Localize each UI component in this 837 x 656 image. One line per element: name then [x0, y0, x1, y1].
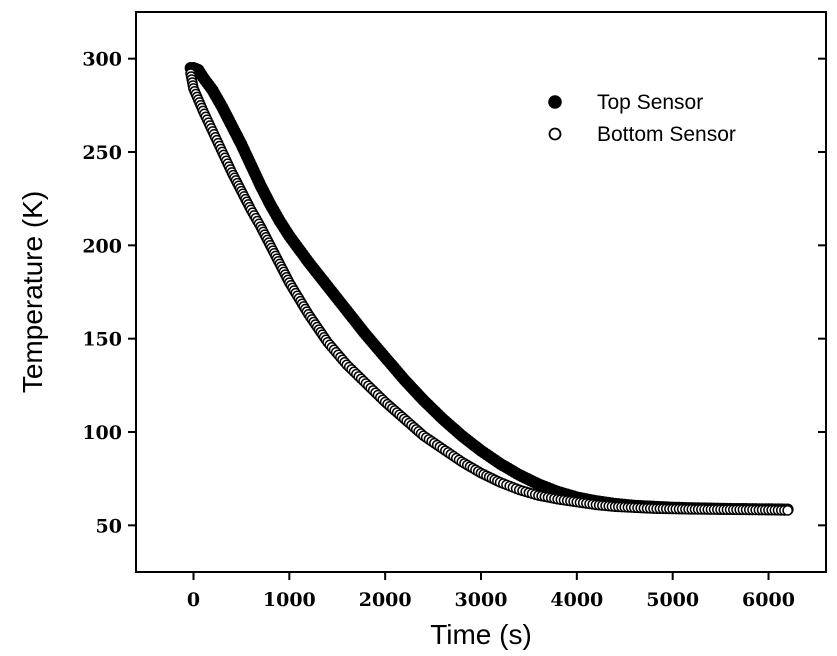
x-tick-label: 2000 — [359, 589, 412, 611]
x-tick-label: 3000 — [455, 589, 508, 611]
x-tick-label: 6000 — [742, 589, 795, 611]
y-tick-label: 100 — [82, 422, 122, 444]
ticks — [128, 57, 826, 580]
y-tick-label: 150 — [82, 329, 122, 351]
x-tick-label: 0 — [187, 589, 200, 611]
axes — [135, 11, 827, 573]
legend: Top Sensor Bottom Sensor — [548, 91, 736, 146]
y-tick-label: 200 — [82, 235, 122, 257]
series-bottom-sensor — [185, 68, 794, 516]
x-tick-label: 4000 — [550, 589, 603, 611]
y-tick-label: 300 — [82, 49, 122, 71]
legend-marker-top-sensor — [548, 95, 562, 109]
legend-label-bottom-sensor: Bottom Sensor — [597, 123, 736, 146]
plot-frame — [135, 11, 827, 573]
y-axis-title: Temperature (K) — [17, 191, 48, 393]
y-tick-label: 250 — [82, 142, 122, 164]
x-tick-label: 1000 — [263, 589, 316, 611]
data-series — [184, 62, 794, 516]
data-point — [782, 505, 794, 516]
series-top-sensor — [184, 62, 794, 516]
legend-label-top-sensor: Top Sensor — [597, 91, 703, 114]
x-tick-label: 5000 — [646, 589, 699, 611]
x-axis-title: Time (s) — [430, 619, 532, 650]
y-tick-label: 50 — [96, 515, 122, 537]
legend-marker-bottom-sensor — [548, 127, 562, 141]
